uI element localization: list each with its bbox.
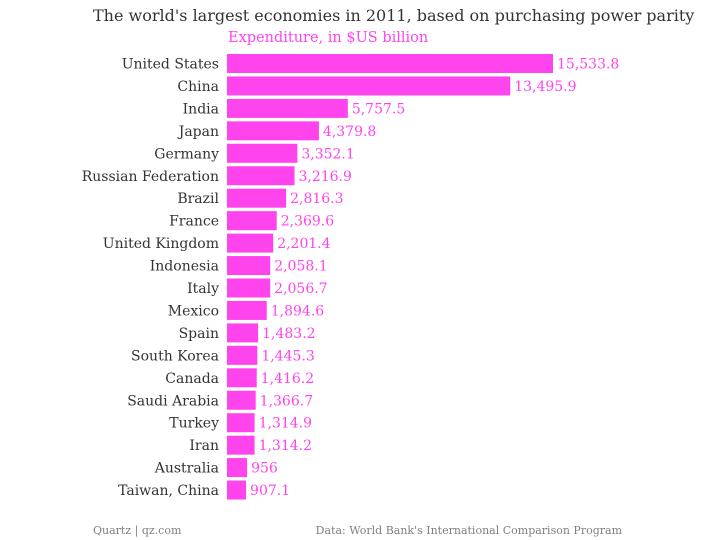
value-label: 1,894.6 [271,303,325,319]
value-label: 3,352.1 [301,146,354,162]
value-label: 1,314.2 [259,438,312,454]
category-label: Spain [179,326,219,342]
value-label: 1,314.9 [259,416,312,432]
bar [227,76,511,96]
value-label: 907.1 [250,483,290,499]
bar [227,166,295,186]
value-label: 2,056.7 [274,281,327,297]
value-label: 13,495.9 [514,79,576,95]
category-label: India [183,101,219,117]
value-label: 1,445.3 [261,348,314,364]
bar [227,121,319,141]
bar [227,211,277,231]
bar [227,188,287,208]
value-label: 15,533.8 [557,57,619,73]
value-label: 956 [251,461,278,477]
value-label: 2,369.6 [281,214,335,230]
bar [227,54,553,73]
category-label: Germany [154,146,219,162]
footer-source-right: Data: World Bank's International Compari… [315,524,622,537]
category-label: France [169,214,219,230]
bar [227,435,255,455]
category-label: South Korea [131,348,219,364]
category-label: Russian Federation [82,169,219,185]
category-label: Australia [154,461,219,477]
bar [227,143,298,163]
bar [227,256,271,276]
bar [227,98,348,118]
bar [227,458,248,478]
category-label: Mexico [168,303,219,319]
chart-title: The world's largest economies in 2011, b… [93,6,695,25]
category-label: Iran [189,438,219,454]
value-label: 1,366.7 [260,393,313,409]
bar [227,390,256,410]
value-label: 5,757.5 [352,101,405,117]
footer-source-left: Quartz | qz.com [93,524,182,537]
bar [227,480,247,500]
category-label: Turkey [169,416,219,432]
value-label: 3,216.9 [299,169,352,185]
bar [227,233,274,253]
category-label: United Kingdom [103,236,219,252]
category-label: Indonesia [150,259,219,275]
bar [227,413,255,433]
value-label: 2,058.1 [274,259,327,275]
category-label: Canada [165,371,219,387]
value-label: 2,816.3 [290,191,343,207]
bar [227,323,259,343]
category-label: United States [122,57,219,73]
category-label: Brazil [177,191,219,207]
chart-subtitle: Expenditure, in $US billion [228,30,429,46]
bar [227,368,257,388]
bar [227,300,267,320]
bar [227,278,271,298]
category-label: Taiwan, China [118,483,219,499]
category-label: China [177,79,219,95]
category-label: Italy [187,281,219,297]
value-label: 1,416.2 [261,371,314,387]
category-label: Japan [177,124,219,140]
bar [227,345,258,365]
value-label: 4,379.8 [323,124,376,140]
value-label: 1,483.2 [262,326,315,342]
category-label: Saudi Arabia [127,393,219,409]
value-label: 2,201.4 [277,236,331,252]
